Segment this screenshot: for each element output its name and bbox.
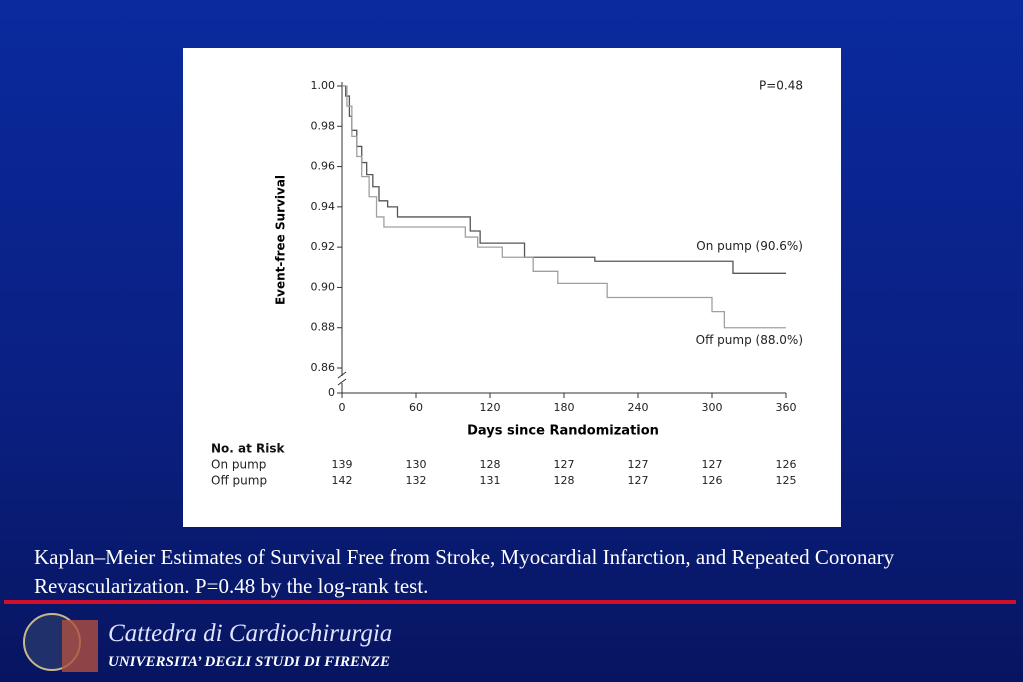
- risk-count: 125: [776, 474, 797, 487]
- x-tick-label: 0: [339, 401, 346, 414]
- axis-break: [337, 371, 347, 379]
- y-tick-label: 0.90: [311, 280, 336, 293]
- risk-count: 131: [480, 474, 501, 487]
- y-tick-label: 0.88: [311, 321, 336, 334]
- caption: Kaplan–Meier Estimates of Survival Free …: [34, 545, 895, 598]
- risk-count: 127: [628, 474, 649, 487]
- divider: [4, 600, 1016, 604]
- footer-title: Cattedra di Cardiochirurgia: [108, 620, 393, 647]
- x-tick-label: 60: [409, 401, 423, 414]
- risk-count: 127: [702, 458, 723, 471]
- y-tick-label: 0: [328, 386, 335, 399]
- p-value: P=0.48: [759, 79, 803, 93]
- risk-count: 126: [702, 474, 723, 487]
- risk-count: 142: [332, 474, 353, 487]
- y-axis-label: Event-free Survival: [274, 175, 288, 305]
- x-tick-label: 300: [702, 401, 723, 414]
- x-tick-label: 180: [554, 401, 575, 414]
- risk-count: 128: [554, 474, 575, 487]
- x-tick-label: 360: [776, 401, 797, 414]
- risk-row-name: Off pump: [211, 474, 267, 488]
- risk-count: 130: [406, 458, 427, 471]
- risk-count: 127: [628, 458, 649, 471]
- y-tick-label: 0.96: [311, 160, 336, 173]
- y-tick-label: 0.92: [311, 240, 336, 253]
- footer-subtitle: UNIVERSITA’ DEGLI STUDI DI FIRENZE: [108, 654, 391, 670]
- risk-count: 139: [332, 458, 353, 471]
- x-tick-label: 240: [628, 401, 649, 414]
- logo-heart: [62, 620, 98, 672]
- axis-break: [337, 378, 347, 386]
- x-tick-label: 120: [480, 401, 501, 414]
- risk-count: 128: [480, 458, 501, 471]
- survival-curve: [342, 85, 786, 329]
- y-tick-label: 0.94: [311, 200, 336, 213]
- y-tick-label: 0.86: [311, 361, 336, 374]
- risk-count: 127: [554, 458, 575, 471]
- series-label: On pump (90.6%): [696, 239, 803, 253]
- x-axis-label: Days since Randomization: [467, 424, 659, 439]
- y-tick-label: 1.00: [311, 79, 336, 92]
- risk-table-title: No. at Risk: [211, 442, 286, 456]
- chart-panel: [183, 48, 841, 527]
- y-tick-label: 0.98: [311, 119, 336, 132]
- risk-row-name: On pump: [211, 458, 266, 472]
- risk-count: 126: [776, 458, 797, 471]
- series-label: Off pump (88.0%): [696, 333, 803, 347]
- risk-count: 132: [406, 474, 427, 487]
